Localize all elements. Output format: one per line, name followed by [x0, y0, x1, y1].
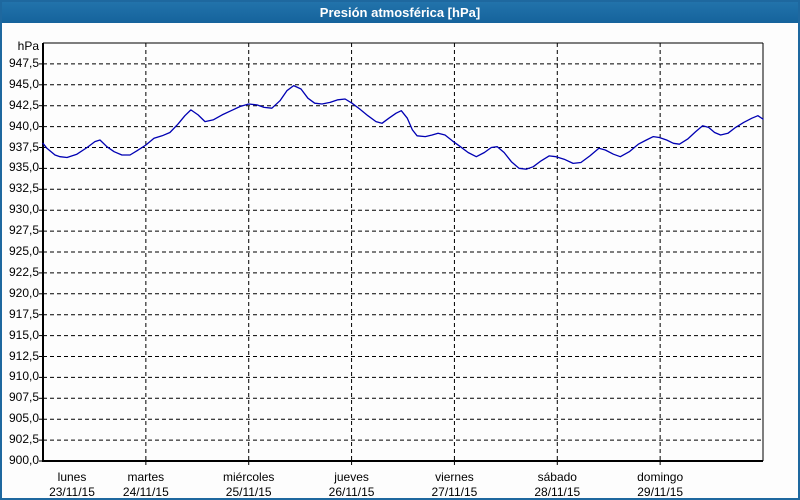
x-day-name-label: sábado	[537, 470, 577, 484]
y-tick-label: 932,5	[8, 181, 39, 196]
x-day-date-label: 26/11/15	[328, 485, 375, 499]
x-day-name-label: domingo	[637, 470, 684, 484]
x-day-date-label: 28/11/15	[534, 485, 581, 499]
y-tick-label: 912,5	[8, 348, 39, 363]
y-tick-label: 947,5	[8, 55, 39, 70]
x-day-name-label: lunes	[57, 470, 87, 484]
y-axis-unit-label: hPa	[17, 39, 39, 53]
y-tick-label: 907,5	[8, 390, 39, 405]
y-tick-label: 922,5	[8, 264, 39, 279]
y-tick-label: 910,0	[8, 369, 39, 384]
chart-title-bar: Presión atmosférica [hPa]	[2, 2, 798, 23]
x-day-date-label: 29/11/15	[637, 485, 684, 499]
y-tick-label: 905,0	[8, 411, 39, 426]
y-tick-label: 937,5	[8, 139, 39, 154]
y-tick-label: 900,0	[8, 453, 39, 467]
y-tick-label: 920,0	[8, 285, 39, 300]
y-tick-label: 930,0	[8, 202, 39, 217]
y-tick-label: 940,0	[8, 118, 39, 133]
plot-svg	[39, 42, 764, 465]
x-day-name-label: jueves	[334, 470, 369, 484]
x-day-date-label: 23/11/15	[49, 485, 95, 499]
x-day-name-label: viernes	[435, 470, 474, 484]
y-tick-label: 935,0	[8, 160, 39, 175]
y-tick-label: 915,0	[8, 327, 39, 342]
x-day-date-label: 24/11/15	[122, 485, 169, 499]
y-tick-label: 927,5	[8, 223, 39, 238]
chart-canvas: hPa 947,5 945,0 942,5 940,0 937,5 935,0 932,5 9…	[2, 23, 798, 498]
x-day-name-label: miércoles	[223, 470, 275, 484]
y-tick-label: 902,5	[8, 432, 39, 447]
x-day-date-label: 25/11/15	[225, 485, 272, 499]
y-tick-label: 925,0	[8, 244, 39, 258]
y-tick-label: 942,5	[8, 97, 39, 112]
y-tick-label: 945,0	[8, 76, 39, 91]
y-tick-label: 917,5	[8, 306, 39, 321]
chart-title: Presión atmosférica [hPa]	[319, 5, 481, 20]
pressure-line	[42, 84, 764, 170]
x-day-date-label: 27/11/15	[431, 485, 478, 499]
x-day-name-label: martes	[127, 470, 165, 484]
